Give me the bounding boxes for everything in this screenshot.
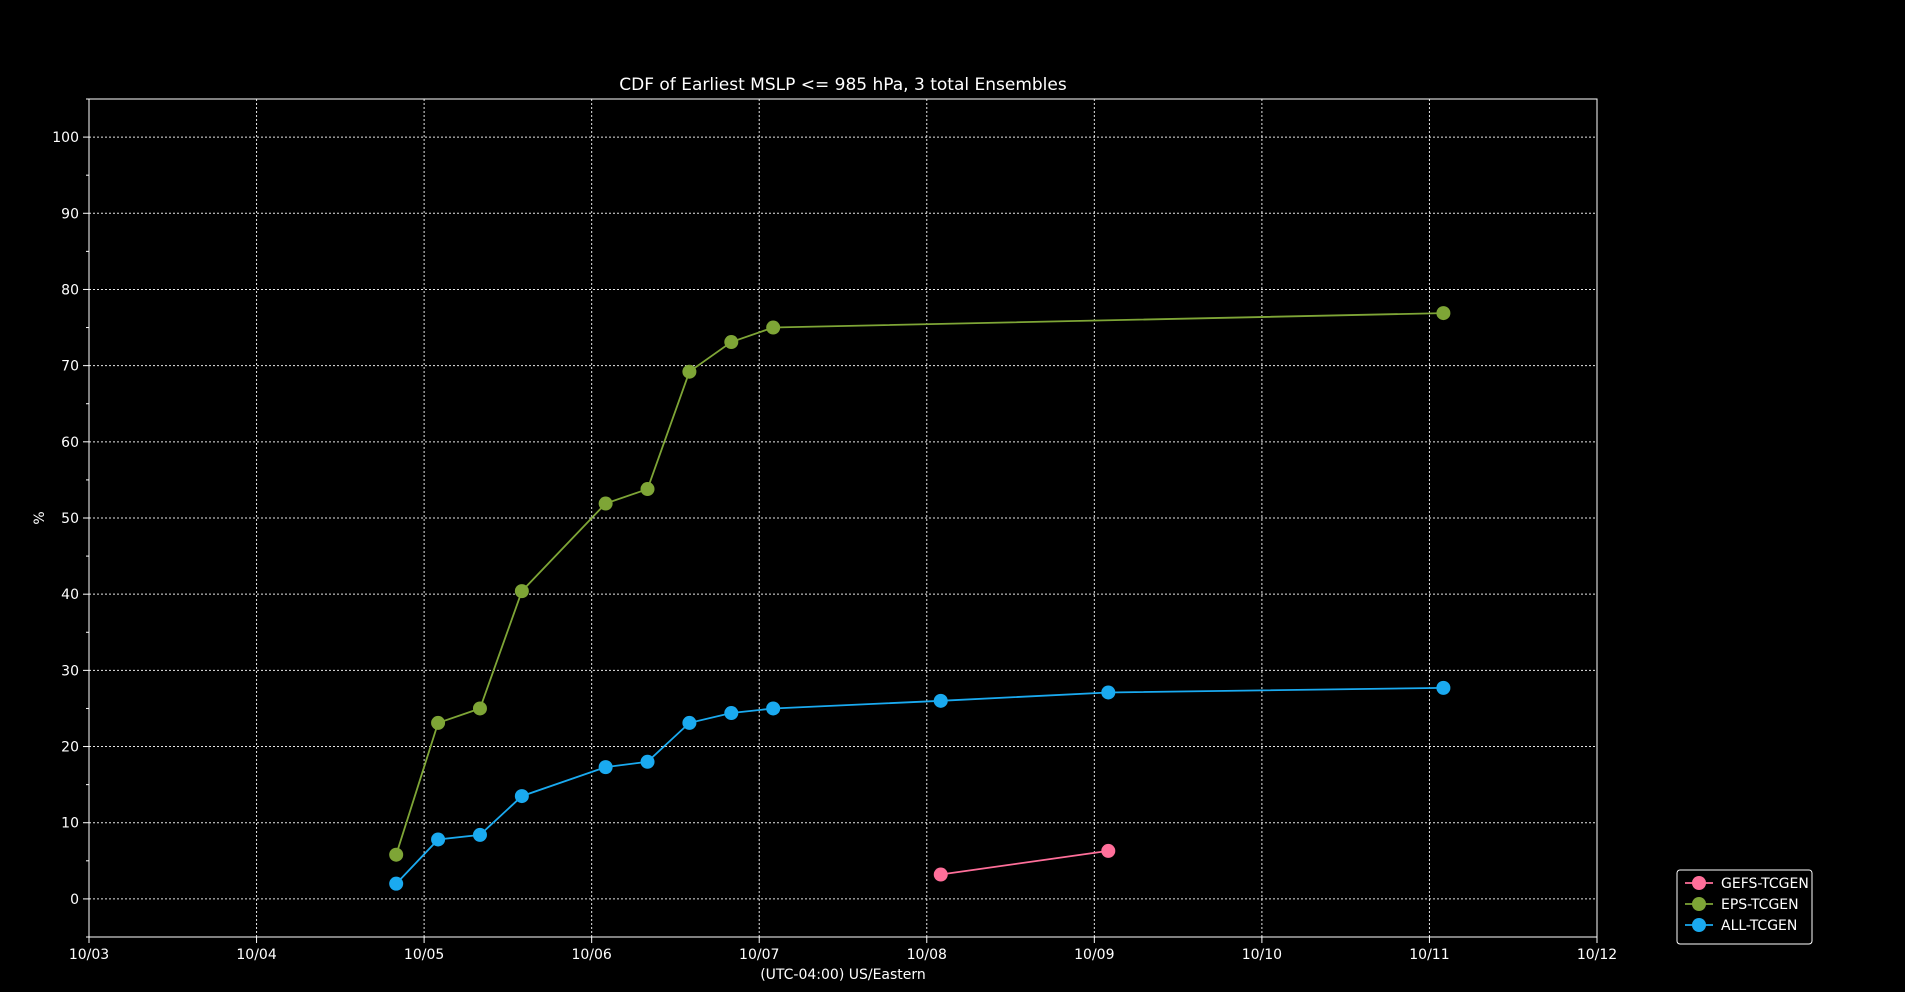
data-point: [514, 789, 529, 804]
data-point: [1436, 306, 1451, 321]
data-point: [682, 715, 697, 730]
legend: GEFS-TCGEN EPS-TCGEN ALL-TCGEN: [1676, 869, 1813, 945]
x-tick-label: 10/05: [404, 947, 444, 963]
legend-item: EPS-TCGEN: [1685, 897, 1799, 913]
series-line-gefs-tcgen: [940, 850, 1109, 876]
x-tick-label: 10/08: [907, 947, 947, 963]
data-point: [514, 584, 529, 599]
data-point: [640, 754, 655, 769]
x-axis-title: (UTC-04:00) US/Eastern: [760, 967, 926, 983]
data-point: [724, 706, 739, 721]
chart-title: CDF of Earliest MSLP <= 985 hPa, 3 total…: [619, 75, 1067, 95]
data-point: [1436, 680, 1451, 695]
y-tick-label: 90: [61, 206, 79, 222]
y-tick-label: 80: [61, 282, 79, 298]
y-tick-label: 50: [61, 511, 79, 527]
y-tick-label: 40: [61, 587, 79, 603]
x-tick-label: 10/04: [236, 947, 276, 963]
data-point: [1101, 843, 1116, 858]
legend-label: GEFS-TCGEN: [1721, 876, 1809, 892]
data-point: [431, 715, 446, 730]
y-axis-title: %: [32, 511, 48, 524]
y-tick-label: 100: [52, 130, 79, 146]
data-point: [766, 320, 781, 335]
x-tick-label: 10/11: [1409, 947, 1449, 963]
data-point: [389, 847, 404, 862]
x-tick-label: 10/06: [571, 947, 611, 963]
series-line-eps-tcgen: [395, 312, 1444, 855]
data-point: [472, 827, 487, 842]
legend-marker: [1692, 918, 1706, 932]
data-point: [389, 876, 404, 891]
x-tick-label: 10/10: [1242, 947, 1282, 963]
x-tick-label: 10/09: [1074, 947, 1114, 963]
series-gefs-tcgen: [933, 843, 1116, 882]
legend-marker: [1692, 897, 1706, 911]
data-point: [431, 832, 446, 847]
legend-item: GEFS-TCGEN: [1685, 876, 1809, 892]
data-point: [1101, 685, 1116, 700]
data-point: [598, 496, 613, 511]
legend-label: ALL-TCGEN: [1721, 918, 1797, 934]
data-point: [766, 701, 781, 716]
y-tick-label: 30: [61, 663, 79, 679]
y-tick-label: 70: [61, 359, 79, 375]
x-tick-label: 10/07: [739, 947, 779, 963]
data-point: [724, 335, 739, 350]
y-tick-label: 10: [61, 816, 79, 832]
x-axis: 10/03 10/04 10/05 10/06 10/07 10/08 10/09 10/10…: [69, 937, 1617, 963]
x-tick-label: 10/12: [1577, 947, 1617, 963]
legend-marker: [1692, 876, 1706, 890]
x-tick-label: 10/03: [69, 947, 109, 963]
data-point: [933, 867, 948, 882]
legend-item: ALL-TCGEN: [1685, 918, 1797, 934]
data-point: [472, 701, 487, 716]
y-tick-label: 60: [61, 435, 79, 451]
series-line-all-tcgen: [395, 687, 1444, 885]
y-tick-label: 0: [70, 892, 79, 908]
data-point: [682, 364, 697, 379]
series-all-tcgen: [389, 680, 1451, 891]
series-eps-tcgen: [389, 306, 1451, 862]
data-point: [598, 760, 613, 775]
data-point: [933, 693, 948, 708]
series-layer: [389, 306, 1451, 891]
legend-label: EPS-TCGEN: [1721, 897, 1799, 913]
data-point: [640, 482, 655, 497]
y-tick-label: 20: [61, 740, 79, 756]
grid: [89, 99, 1597, 937]
y-axis: 0 10 20 30 40 50 60 70 80 90 100: [52, 98, 89, 938]
